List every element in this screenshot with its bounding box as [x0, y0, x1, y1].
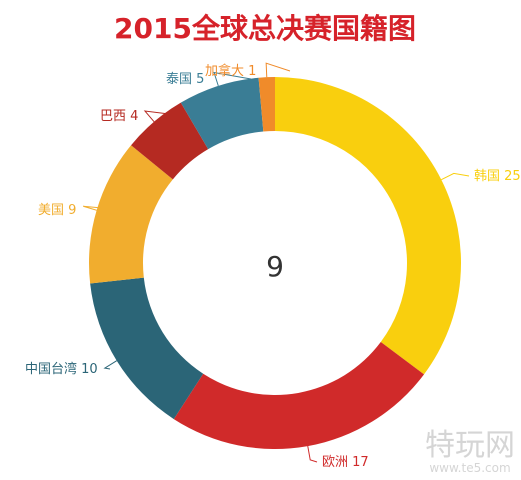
watermark-url: www.te5.com — [429, 461, 510, 475]
watermark: 特玩网 www.te5.com — [425, 428, 515, 475]
leader-line-3 — [83, 205, 124, 211]
slice-label-6: 加拿大 1 — [205, 63, 256, 79]
slice-label-4: 巴西 4 — [100, 109, 138, 124]
slice-4 — [131, 102, 209, 180]
leader-line-6 — [265, 62, 291, 78]
watermark-text: 特玩网 — [425, 428, 515, 463]
slice-1 — [173, 341, 425, 449]
donut-slices — [89, 77, 462, 449]
slice-label-2: 中国台湾 10 — [25, 361, 98, 377]
center-value: 9 — [266, 250, 284, 283]
slice-3 — [89, 145, 173, 284]
slice-6 — [258, 77, 275, 132]
leader-line-1 — [307, 446, 318, 463]
label-leaders — [83, 62, 470, 463]
leader-line-5 — [213, 71, 252, 87]
leader-line-2 — [103, 360, 117, 370]
slice-label-3: 美国 9 — [38, 203, 76, 218]
leader-line-0 — [441, 172, 470, 181]
slice-0 — [275, 77, 462, 375]
slice-2 — [90, 277, 204, 420]
chart-title: 2015全球总决赛国籍图 — [114, 12, 416, 45]
slice-5 — [180, 77, 264, 150]
slice-label-1: 欧洲 17 — [322, 455, 369, 470]
slice-label-5: 泰国 5 — [166, 72, 204, 87]
leader-line-4 — [143, 110, 186, 123]
slice-label-0: 韩国 25 — [474, 169, 521, 184]
